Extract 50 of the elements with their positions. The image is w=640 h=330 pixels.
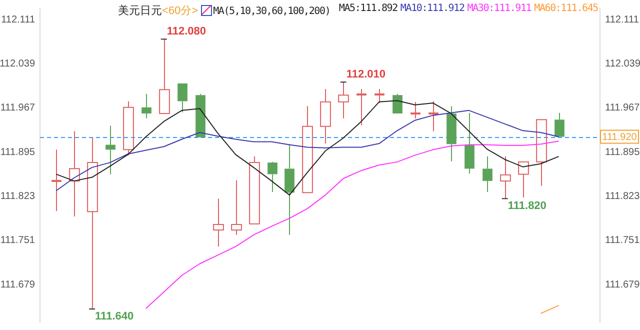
text: 112.080 — [166, 26, 206, 38]
candlestick — [374, 88, 386, 104]
y2-tick-label: 111.823 — [605, 191, 640, 202]
y-tick-label: 111.823 — [0, 191, 36, 202]
candlestick — [464, 112, 474, 174]
y-tick-label: 112.039 — [0, 58, 36, 70]
candlestick — [50, 149, 62, 212]
text: 112.010 — [346, 68, 386, 81]
candlestick — [284, 144, 294, 236]
candlestick — [231, 180, 242, 236]
y-tick-label: 111.895 — [0, 146, 36, 158]
candlestick — [159, 38, 170, 114]
candlestick — [410, 101, 422, 119]
y2-tick-label: 111.679 — [605, 279, 640, 290]
text: 111.820 — [508, 200, 546, 212]
y2-tick-label: 111.751 — [605, 235, 640, 246]
y-tick-label: 112.111 — [1, 14, 36, 26]
y-tick-label: 111.679 — [0, 279, 36, 290]
y2-tick-label: 112.039 — [605, 58, 640, 70]
candlestick — [302, 106, 313, 194]
candlestick — [142, 93, 152, 119]
ref-line-label: 111.920 — [602, 132, 638, 144]
annotation: MA(5,10,30,60,100,200) — [213, 6, 330, 17]
candlestick — [428, 100, 440, 132]
candlestick — [482, 156, 492, 192]
candlestick — [446, 106, 456, 162]
candlestick — [518, 161, 529, 198]
y-tick-label: 111.751 — [0, 235, 36, 246]
text: MA60:111.645 — [534, 3, 598, 14]
text: MA30:111.911 — [467, 3, 532, 14]
text: 111.640 — [95, 310, 134, 323]
candlestick — [554, 112, 564, 137]
candlestick — [123, 100, 134, 156]
y2-tick-label: 111.895 — [605, 146, 640, 158]
chart-title: 美元日元 — [118, 5, 162, 17]
chart-subtitle: <60分> — [162, 5, 198, 17]
candlestick — [320, 88, 331, 144]
candlestick — [87, 136, 98, 310]
text: MA5:111.892 — [338, 3, 398, 14]
candlestick — [106, 125, 116, 175]
candlestick — [213, 198, 224, 248]
y2-tick-label: 111.967 — [605, 102, 640, 114]
candlestick — [69, 130, 80, 218]
candlestick — [500, 156, 511, 199]
candlestick — [536, 119, 547, 186]
y-tick-label: 111.967 — [0, 102, 36, 114]
candlestick — [356, 88, 368, 126]
y2-tick-label: 112.111 — [605, 14, 640, 26]
candlestick — [338, 81, 349, 119]
text: MA10:111.912 — [400, 3, 464, 14]
